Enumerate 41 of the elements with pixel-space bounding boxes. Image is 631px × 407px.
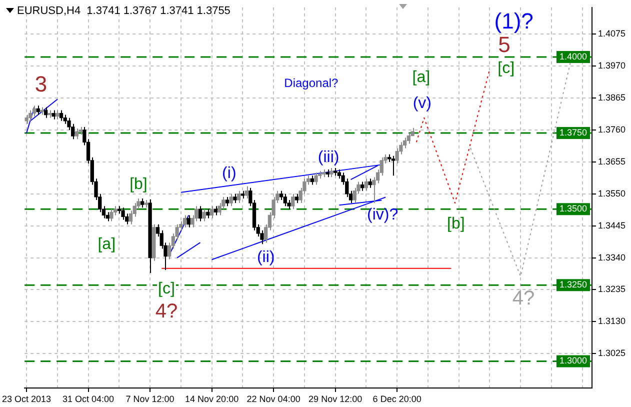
x-tick-label: 23 Oct 2013 — [2, 394, 52, 404]
annotation: (ii) — [256, 249, 275, 266]
x-tick-label: 7 Nov 12:00 — [126, 394, 174, 404]
annotation: (1)? — [494, 8, 534, 34]
ref-line-label: 1.3250 — [559, 280, 588, 290]
y-tick-label: 1.3760 — [598, 124, 626, 134]
ref-line-label: 1.4000 — [559, 51, 588, 62]
annotation: [a] — [98, 236, 116, 254]
chart-title: EURUSD,H4 1.3741 1.3767 1.3741 1.3755 — [17, 5, 230, 18]
y-tick-label: 1.3235 — [598, 284, 626, 294]
x-tick-label: 6 Dec 20:00 — [372, 394, 422, 404]
annotation: (i) — [222, 164, 236, 182]
x-tick-label: 29 Nov 12:00 — [308, 394, 362, 404]
annotation: [c] — [498, 60, 515, 78]
y-tick-label: 1.3445 — [598, 220, 626, 230]
y-tick-label: 1.3655 — [598, 156, 626, 166]
x-tick-label: 22 Nov 04:00 — [246, 394, 300, 404]
ref-line-label: 1.3500 — [559, 204, 588, 214]
ref-line-label: 1.3000 — [559, 356, 588, 366]
annotation: (iv)? — [367, 206, 398, 224]
annotation: Diagonal? — [284, 76, 339, 90]
annotation: [b] — [130, 176, 148, 193]
y-tick-label: 1.3865 — [598, 92, 626, 103]
y-tick-label: 1.4075 — [598, 28, 626, 39]
y-tick-label: 1.3025 — [598, 348, 626, 358]
x-tick-label: 31 Oct 04:00 — [62, 394, 114, 404]
y-tick-label: 1.3130 — [598, 316, 626, 326]
y-tick-label: 1.3970 — [598, 60, 626, 71]
y-tick-label: 1.3340 — [598, 252, 626, 262]
annotation: (v) — [412, 94, 432, 112]
ref-line-label: 1.3750 — [559, 128, 588, 138]
x-tick-label: 14 Nov 20:00 — [185, 394, 239, 404]
annotation: 3 — [34, 72, 48, 97]
annotation: [b] — [447, 215, 465, 232]
y-tick-label: 1.3550 — [598, 188, 626, 198]
annotation: [a] — [412, 69, 430, 86]
annotation: 5 — [498, 32, 510, 58]
annotation: [c] — [158, 280, 175, 298]
annotation: 4? — [512, 288, 535, 310]
annotation: 4? — [155, 300, 178, 323]
annotation: (iii) — [318, 149, 340, 166]
